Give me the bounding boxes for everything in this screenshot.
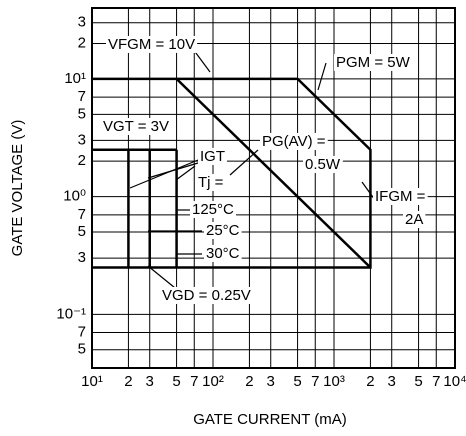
y-tick-label: 3 <box>78 249 86 266</box>
x-tick-label: 10¹ <box>81 373 103 390</box>
annotation: 25°C <box>206 222 240 239</box>
y-tick-label: 10⁰ <box>63 188 86 205</box>
leader-line <box>147 162 199 179</box>
x-tick-label: 10³ <box>323 373 345 390</box>
annotation: 30°C <box>206 245 240 262</box>
y-tick-label: 5 <box>78 223 86 240</box>
annotation-background <box>204 244 242 262</box>
leader-line <box>317 62 327 91</box>
leader-line <box>229 149 259 176</box>
y-tick-label: 5 <box>78 105 86 122</box>
x-tick-label: 3 <box>267 373 275 390</box>
annotation-background <box>334 53 413 71</box>
y-tick-label: 3 <box>78 14 86 31</box>
y-tick-label: 3 <box>78 131 86 148</box>
x-tick-label: 2 <box>124 373 132 390</box>
leader-line <box>175 165 196 181</box>
y-tick-label: 2 <box>78 152 86 169</box>
x-tick-label: 2 <box>366 373 374 390</box>
annotation-background <box>204 221 242 239</box>
x-tick-label: 3 <box>146 373 154 390</box>
annotation-background <box>260 132 328 150</box>
annotation-background <box>160 286 253 304</box>
x-tick-label: 7 <box>311 373 319 390</box>
x-tick-label: 5 <box>293 373 301 390</box>
y-tick-label: 7 <box>78 324 86 341</box>
annotation-background <box>106 35 198 53</box>
annotation: VFGM = 10V <box>108 36 195 53</box>
x-tick-label: 5 <box>172 373 180 390</box>
y-tick-label: 5 <box>78 341 86 358</box>
annotation: 0.5W <box>305 156 341 173</box>
x-tick-label: 2 <box>245 373 253 390</box>
annotation: 125°C <box>192 201 234 218</box>
y-tick-label: 10¹ <box>64 70 86 87</box>
annotation-background <box>373 187 428 205</box>
y-axis-label: GATE VOLTAGE (V) <box>9 120 26 257</box>
annotation-background <box>196 173 226 191</box>
y-tick-label: 7 <box>78 88 86 105</box>
x-tick-label: 7 <box>190 373 198 390</box>
characteristic-line <box>92 77 372 269</box>
characteristic-line <box>175 77 372 269</box>
y-tick-label: 7 <box>78 206 86 223</box>
annotation-background <box>303 155 343 173</box>
leader-line <box>361 181 376 201</box>
annotation-background <box>403 210 426 228</box>
annotation: Tj = <box>198 174 224 191</box>
x-tick-label: 5 <box>414 373 422 390</box>
x-tick-label: 10² <box>202 373 224 390</box>
annotation: PG(AV) = <box>262 133 326 150</box>
x-tick-label: 7 <box>432 373 440 390</box>
annotation-background <box>101 117 172 135</box>
x-tick-label: 3 <box>388 373 396 390</box>
annotation-background <box>190 200 237 218</box>
annotation-background <box>198 147 227 165</box>
plot-frame <box>91 7 456 369</box>
y-tick-label: 10⁻¹ <box>56 305 86 322</box>
x-axis-label: GATE CURRENT (mA) <box>193 411 347 428</box>
y-tick-label: 2 <box>78 34 86 51</box>
annotation: VGT = 3V <box>103 118 169 135</box>
annotation: IFGM = <box>375 188 426 205</box>
annotation: VGD = 0.25V <box>162 287 251 304</box>
annotation: PGM = 5W <box>336 54 411 71</box>
leader-line <box>129 159 199 189</box>
annotation: 2A <box>405 211 423 228</box>
annotation: IGT <box>200 148 225 165</box>
x-tick-label: 10⁴ <box>443 373 466 390</box>
